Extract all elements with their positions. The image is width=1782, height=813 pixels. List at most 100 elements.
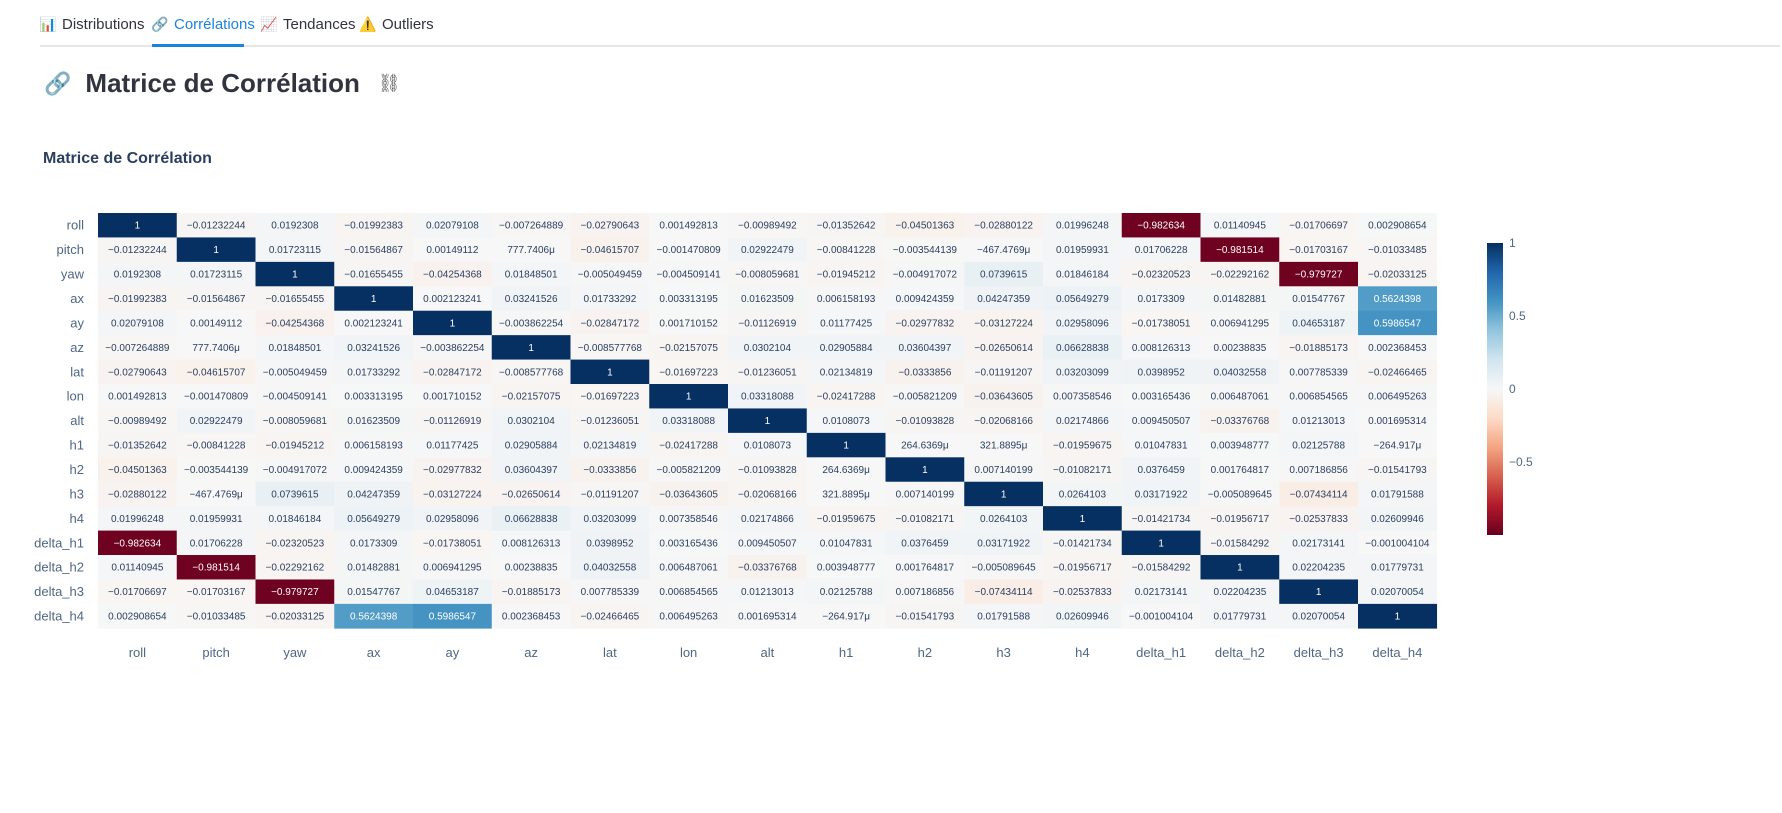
- heatmap-cell[interactable]: [885, 506, 965, 531]
- heatmap-cell[interactable]: [1358, 457, 1438, 483]
- heatmap-cell[interactable]: [1200, 286, 1280, 312]
- heatmap-cell[interactable]: [491, 286, 571, 312]
- heatmap-cell[interactable]: [176, 384, 256, 409]
- heatmap-cell[interactable]: [570, 261, 650, 287]
- heatmap-cell[interactable]: [1358, 530, 1438, 556]
- heatmap-cell[interactable]: [1200, 530, 1280, 556]
- heatmap-cell[interactable]: [1121, 384, 1201, 409]
- heatmap-cell[interactable]: [649, 310, 729, 336]
- heatmap-cell[interactable]: [413, 237, 493, 263]
- heatmap-cell[interactable]: [806, 579, 886, 605]
- heatmap-cell[interactable]: [1200, 237, 1280, 263]
- heatmap-cell[interactable]: [98, 310, 178, 336]
- heatmap-cell[interactable]: [98, 408, 178, 434]
- heatmap-cell[interactable]: [255, 481, 335, 507]
- heatmap-cell[interactable]: [570, 286, 650, 312]
- heatmap-cell[interactable]: [176, 432, 256, 458]
- heatmap-cell[interactable]: [1358, 506, 1438, 531]
- heatmap-cell[interactable]: [964, 237, 1044, 263]
- heatmap-cell[interactable]: [728, 603, 808, 629]
- heatmap-cell[interactable]: [176, 555, 256, 580]
- heatmap-cell[interactable]: [176, 408, 256, 434]
- heatmap-cell[interactable]: [964, 555, 1044, 580]
- heatmap-cell[interactable]: [885, 213, 965, 238]
- heatmap-cell[interactable]: [1200, 213, 1280, 238]
- heatmap-cell[interactable]: [1358, 603, 1438, 629]
- heatmap-cell[interactable]: [255, 310, 335, 336]
- heatmap-cell[interactable]: [1279, 213, 1359, 238]
- heatmap-cell[interactable]: [570, 506, 650, 531]
- heatmap-cell[interactable]: [885, 432, 965, 458]
- heatmap-cell[interactable]: [1121, 286, 1201, 312]
- heatmap-cell[interactable]: [1358, 310, 1438, 336]
- heatmap-cell[interactable]: [1121, 555, 1201, 580]
- heatmap-cell[interactable]: [413, 579, 493, 605]
- heatmap-cell[interactable]: [1043, 286, 1123, 312]
- heatmap-cell[interactable]: [334, 408, 414, 434]
- heatmap-cell[interactable]: [964, 579, 1044, 605]
- heatmap-cell[interactable]: [413, 530, 493, 556]
- heatmap-cell[interactable]: [1043, 408, 1123, 434]
- heatmap-cell[interactable]: [806, 286, 886, 312]
- heatmap-cell[interactable]: [1121, 359, 1201, 385]
- heatmap-cell[interactable]: [1358, 579, 1438, 605]
- heatmap-cell[interactable]: [334, 432, 414, 458]
- heatmap-cell[interactable]: [255, 408, 335, 434]
- heatmap-cell[interactable]: [255, 261, 335, 287]
- heatmap-cell[interactable]: [649, 457, 729, 483]
- heatmap-cell[interactable]: [413, 335, 493, 360]
- heatmap-cell[interactable]: [98, 579, 178, 605]
- heatmap-cell[interactable]: [964, 335, 1044, 360]
- heatmap-cell[interactable]: [1200, 432, 1280, 458]
- heatmap-cell[interactable]: [1121, 213, 1201, 238]
- heatmap-cell[interactable]: [885, 555, 965, 580]
- heatmap-cell[interactable]: [806, 213, 886, 238]
- heatmap-cell[interactable]: [964, 506, 1044, 531]
- heatmap-cell[interactable]: [885, 457, 965, 483]
- heatmap-cell[interactable]: [334, 310, 414, 336]
- heatmap-cell[interactable]: [176, 359, 256, 385]
- heatmap-cell[interactable]: [885, 261, 965, 287]
- heatmap-cell[interactable]: [806, 603, 886, 629]
- heatmap-cell[interactable]: [728, 213, 808, 238]
- heatmap-cell[interactable]: [334, 506, 414, 531]
- heatmap-cell[interactable]: [806, 359, 886, 385]
- heatmap-cell[interactable]: [1200, 261, 1280, 287]
- heatmap-cell[interactable]: [964, 481, 1044, 507]
- heatmap-cell[interactable]: [413, 384, 493, 409]
- heatmap-cell[interactable]: [964, 261, 1044, 287]
- heatmap-cell[interactable]: [491, 310, 571, 336]
- heatmap-cell[interactable]: [728, 310, 808, 336]
- heatmap-cell[interactable]: [570, 359, 650, 385]
- heatmap-cell[interactable]: [491, 555, 571, 580]
- heatmap-cell[interactable]: [1121, 579, 1201, 605]
- heatmap-cell[interactable]: [1043, 310, 1123, 336]
- heatmap-cell[interactable]: [1358, 359, 1438, 385]
- heatmap-cell[interactable]: [1279, 359, 1359, 385]
- heatmap-cell[interactable]: [1200, 408, 1280, 434]
- heatmap-cell[interactable]: [334, 530, 414, 556]
- heatmap-cell[interactable]: [255, 286, 335, 312]
- heatmap-cell[interactable]: [1358, 384, 1438, 409]
- heatmap-cell[interactable]: [1358, 481, 1438, 507]
- heatmap-cell[interactable]: [1279, 506, 1359, 531]
- heatmap-cell[interactable]: [1043, 457, 1123, 483]
- heatmap-cell[interactable]: [1043, 359, 1123, 385]
- heatmap-cell[interactable]: [806, 506, 886, 531]
- heatmap-cell[interactable]: [964, 213, 1044, 238]
- heatmap-cell[interactable]: [1358, 237, 1438, 263]
- heatmap-cell[interactable]: [1200, 335, 1280, 360]
- heatmap-cell[interactable]: [885, 481, 965, 507]
- heatmap-cell[interactable]: [334, 213, 414, 238]
- heatmap-cell[interactable]: [98, 384, 178, 409]
- heatmap-cell[interactable]: [1279, 555, 1359, 580]
- heatmap-cell[interactable]: [98, 555, 178, 580]
- heatmap-cell[interactable]: [176, 579, 256, 605]
- heatmap-cell[interactable]: [1121, 506, 1201, 531]
- heatmap-cell[interactable]: [1121, 408, 1201, 434]
- heatmap-cell[interactable]: [1121, 530, 1201, 556]
- heatmap-cell[interactable]: [1279, 457, 1359, 483]
- heatmap-cell[interactable]: [806, 384, 886, 409]
- heatmap-cell[interactable]: [806, 237, 886, 263]
- heatmap-cell[interactable]: [649, 530, 729, 556]
